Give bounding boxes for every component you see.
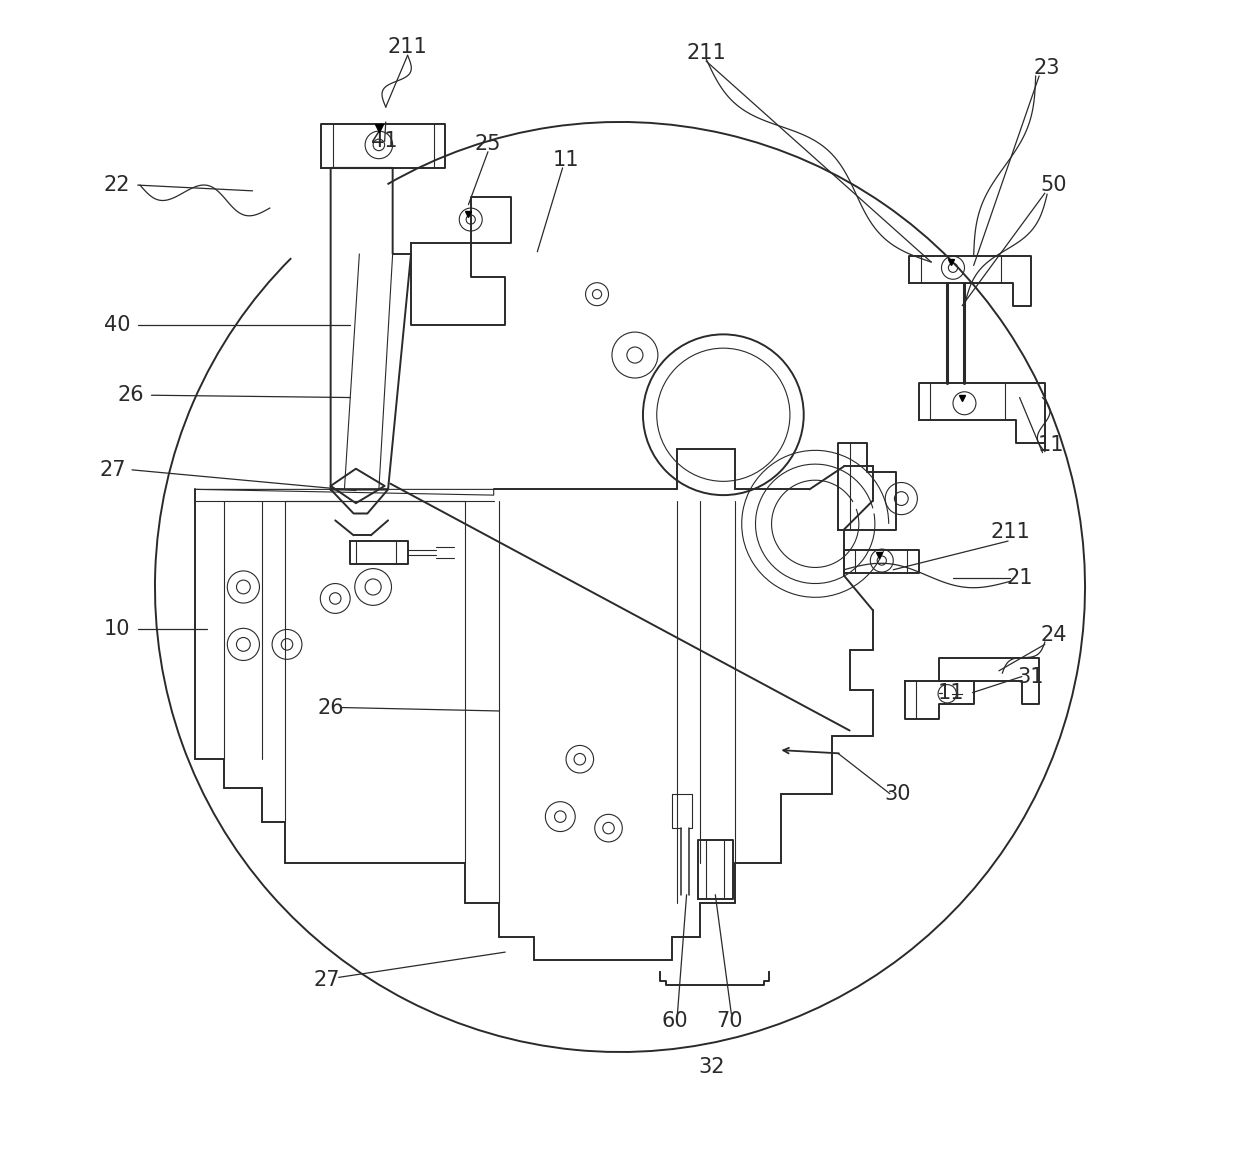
Text: 27: 27 <box>99 460 125 480</box>
Text: 27: 27 <box>314 969 341 990</box>
Text: 30: 30 <box>884 784 911 803</box>
Text: 70: 70 <box>715 1011 743 1031</box>
Text: 25: 25 <box>475 134 501 154</box>
Text: 60: 60 <box>662 1011 688 1031</box>
Text: 31: 31 <box>1018 666 1044 686</box>
Text: 26: 26 <box>317 698 343 717</box>
Text: 11: 11 <box>553 150 579 170</box>
Text: 11: 11 <box>937 683 963 702</box>
Text: 211: 211 <box>991 521 1030 542</box>
Text: 24: 24 <box>1040 625 1068 646</box>
Text: 41: 41 <box>371 131 398 152</box>
Text: 40: 40 <box>104 315 130 335</box>
Text: 23: 23 <box>1034 58 1060 78</box>
Text: 10: 10 <box>104 619 130 640</box>
Text: 11: 11 <box>1038 435 1064 455</box>
Text: 50: 50 <box>1040 175 1068 196</box>
Text: 32: 32 <box>698 1057 725 1077</box>
Text: 211: 211 <box>686 43 725 63</box>
Text: 26: 26 <box>118 386 144 405</box>
Text: 211: 211 <box>388 37 428 58</box>
Text: 22: 22 <box>104 175 130 196</box>
Text: 21: 21 <box>1007 567 1033 588</box>
